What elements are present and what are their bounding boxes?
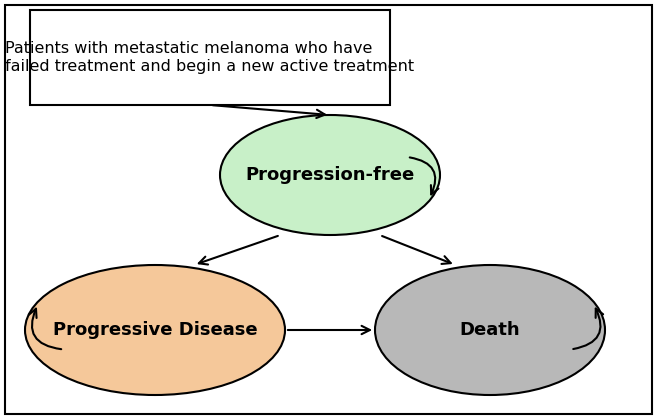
- Text: Progression-free: Progression-free: [245, 166, 415, 184]
- Text: Progressive Disease: Progressive Disease: [53, 321, 258, 339]
- Ellipse shape: [375, 265, 605, 395]
- Ellipse shape: [220, 115, 440, 235]
- Ellipse shape: [25, 265, 285, 395]
- Text: Death: Death: [460, 321, 520, 339]
- FancyBboxPatch shape: [30, 10, 390, 105]
- Text: Patients with metastatic melanoma who have
failed treatment and begin a new acti: Patients with metastatic melanoma who ha…: [5, 41, 415, 74]
